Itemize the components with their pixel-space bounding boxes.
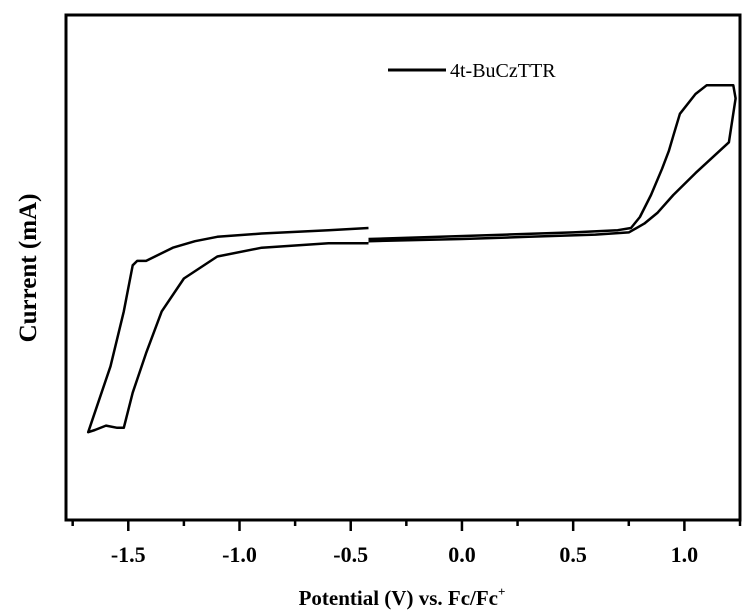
- x-axis-label-main: Potential (V) vs. Fc/Fc: [299, 586, 498, 610]
- legend: 4t-BuCzTTR: [388, 60, 556, 82]
- series-line-1: [368, 84, 737, 243]
- series-line-0: [86, 226, 369, 434]
- y-axis-label: Current (mA): [15, 194, 42, 343]
- legend-label: 4t-BuCzTTR: [450, 60, 556, 82]
- x-axis-label: Potential (V) vs. Fc/Fc+: [299, 584, 506, 610]
- x-tick-label: 0.0: [448, 542, 476, 567]
- x-axis-tick-labels: -1.5 -1.0 -0.5 0.0 0.5 1.0: [111, 542, 698, 567]
- x-tick-label: -0.5: [333, 542, 368, 567]
- x-axis-ticks: [71, 520, 742, 531]
- plot-area: [86, 84, 737, 434]
- x-tick-label: -1.0: [222, 542, 257, 567]
- x-tick-label: 0.5: [559, 542, 587, 567]
- x-tick-label: 1.0: [671, 542, 699, 567]
- plot-frame: [64, 13, 742, 522]
- x-tick-label: -1.5: [111, 542, 146, 567]
- x-axis-label-superscript: +: [498, 584, 505, 599]
